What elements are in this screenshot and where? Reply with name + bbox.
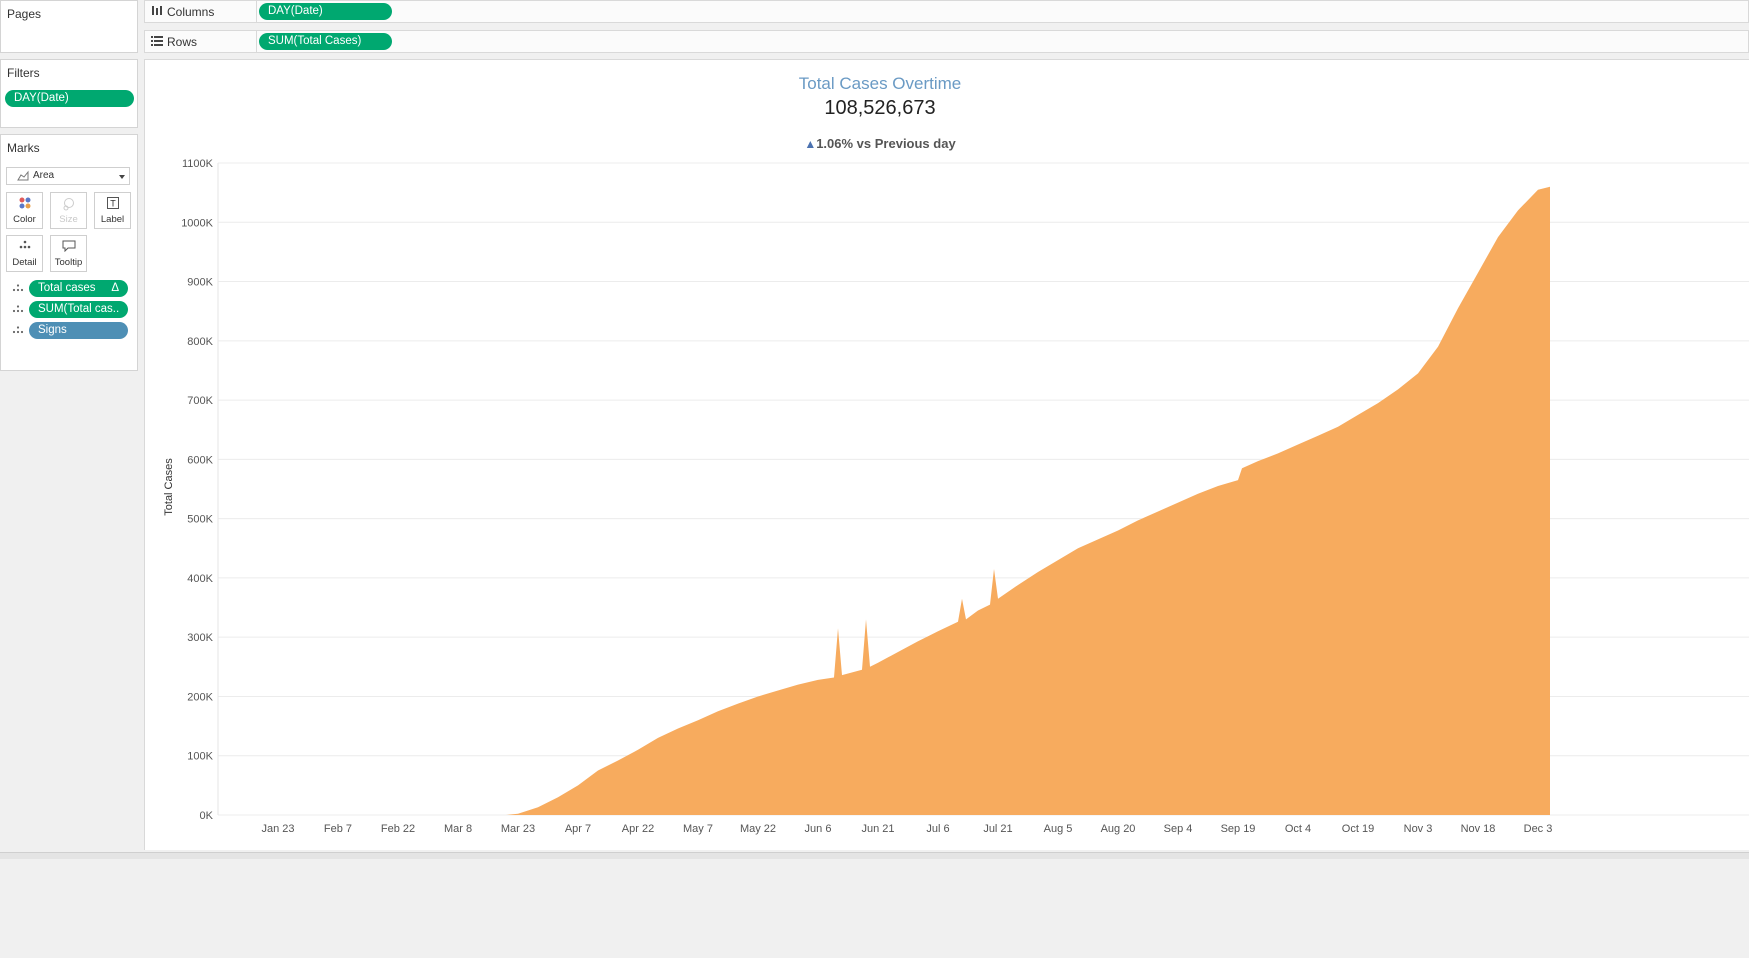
marks-field-sum-total-cases[interactable]: SUM(Total cas.. xyxy=(29,301,128,318)
tooltip-button-label: Tooltip xyxy=(54,257,83,268)
filters-card: Filters DAY(Date) xyxy=(0,59,138,128)
x-tick-label: Nov 18 xyxy=(1461,823,1496,835)
sheet-tabs-strip xyxy=(0,852,1749,859)
mark-type-label: Area xyxy=(33,170,55,181)
x-tick-label: Dec 3 xyxy=(1524,823,1553,835)
columns-shelf[interactable]: Columns DAY(Date) xyxy=(144,0,1749,23)
y-tick-label: 600K xyxy=(187,454,213,466)
y-tick-label: 300K xyxy=(187,632,213,644)
marks-field-signs[interactable]: Signs xyxy=(29,322,128,339)
x-tick-label: May 7 xyxy=(683,823,713,835)
size-button-label: Size xyxy=(59,214,78,225)
shelf-divider xyxy=(256,31,257,52)
area-chart[interactable]: 0K 100K 200K 300K 400K 500K 600K 700K 800K 900K 10… xyxy=(145,60,1749,851)
detail-dots-icon xyxy=(7,240,42,253)
pages-title: Pages xyxy=(7,7,42,21)
x-tick-label: Mar 23 xyxy=(501,823,535,835)
y-tick-label: 500K xyxy=(187,514,213,526)
x-tick-label: Sep 19 xyxy=(1221,823,1256,835)
filter-pill-day-date[interactable]: DAY(Date) xyxy=(5,90,134,107)
columns-shelf-label: Columns xyxy=(167,5,215,19)
area-chart-icon xyxy=(17,170,29,184)
chart-title: Total Cases Overtime xyxy=(799,74,962,93)
text-label-icon: T xyxy=(95,197,130,212)
color-button[interactable]: Color xyxy=(6,192,43,229)
x-tick-label: Jul 6 xyxy=(926,823,949,835)
visualization-pane[interactable]: 0K 100K 200K 300K 400K 500K 600K 700K 800K 900K 10… xyxy=(144,59,1749,850)
detail-dots-icon xyxy=(12,305,24,315)
color-icon xyxy=(7,197,42,212)
x-tick-label: Mar 8 xyxy=(444,823,472,835)
tooltip-button[interactable]: Tooltip xyxy=(50,235,87,272)
y-tick-label: 700K xyxy=(187,395,213,407)
filters-title: Filters xyxy=(7,66,40,80)
rows-pill-sum-total-cases[interactable]: SUM(Total Cases) xyxy=(259,33,392,50)
svg-text:T: T xyxy=(110,199,116,209)
x-tick-label: Feb 7 xyxy=(324,823,352,835)
area-series[interactable] xyxy=(278,186,1550,815)
x-tick-label: Nov 3 xyxy=(1404,823,1433,835)
y-tick-label: 100K xyxy=(187,751,213,763)
size-button: Size xyxy=(50,192,87,229)
x-tick-label: Apr 7 xyxy=(565,823,591,835)
x-tick-label: Aug 20 xyxy=(1101,823,1136,835)
size-icon xyxy=(51,197,86,214)
chevron-down-icon xyxy=(119,175,125,179)
y-tick-label: 400K xyxy=(187,573,213,585)
x-tick-label: Aug 5 xyxy=(1044,823,1073,835)
delta-icon: Δ xyxy=(111,282,119,294)
label-button-label: Label xyxy=(100,214,125,225)
change-indicator: ▲1.06% vs Previous day xyxy=(804,136,956,151)
columns-pill-day-date[interactable]: DAY(Date) xyxy=(259,3,392,20)
marks-field-total-cases[interactable]: Total cases Δ xyxy=(29,280,128,297)
x-tick-label: Oct 4 xyxy=(1285,823,1311,835)
total-cases-number: 108,526,673 xyxy=(824,97,935,119)
marks-field-label: Total cases xyxy=(38,282,96,294)
rows-icon xyxy=(151,35,163,49)
label-button[interactable]: T Label xyxy=(94,192,131,229)
detail-button-label: Detail xyxy=(12,257,37,268)
shelf-divider xyxy=(256,1,257,22)
y-tick-label: 1000K xyxy=(181,217,213,229)
up-triangle-icon: ▲ xyxy=(804,137,816,151)
detail-dots-icon xyxy=(12,284,24,294)
detail-dots-icon xyxy=(12,326,24,336)
x-tick-label: Jun 21 xyxy=(861,823,894,835)
x-tick-label: Oct 19 xyxy=(1342,823,1374,835)
x-tick-label: Sep 4 xyxy=(1164,823,1193,835)
detail-button[interactable]: Detail xyxy=(6,235,43,272)
columns-icon xyxy=(151,5,162,19)
y-axis-title: Total Cases xyxy=(163,458,175,516)
marks-title: Marks xyxy=(7,141,40,155)
y-tick-label: 1100K xyxy=(182,158,214,170)
rows-shelf[interactable]: Rows SUM(Total Cases) xyxy=(144,30,1749,53)
y-tick-label: 0K xyxy=(200,810,214,822)
change-text: 1.06% vs Previous day xyxy=(816,136,956,151)
speech-bubble-icon xyxy=(51,240,86,255)
x-tick-label: Jan 23 xyxy=(261,823,294,835)
x-tick-label: May 22 xyxy=(740,823,776,835)
mark-type-dropdown[interactable]: Area xyxy=(6,167,130,185)
y-tick-label: 800K xyxy=(187,336,213,348)
y-tick-label: 900K xyxy=(187,277,213,289)
pages-card: Pages xyxy=(0,0,138,53)
y-tick-label: 200K xyxy=(187,691,213,703)
rows-shelf-label: Rows xyxy=(167,35,198,49)
color-button-label: Color xyxy=(13,214,36,225)
x-tick-label: Apr 22 xyxy=(622,823,654,835)
x-tick-label: Feb 22 xyxy=(381,823,415,835)
x-tick-label: Jul 21 xyxy=(983,823,1012,835)
x-tick-label: Jun 6 xyxy=(805,823,832,835)
